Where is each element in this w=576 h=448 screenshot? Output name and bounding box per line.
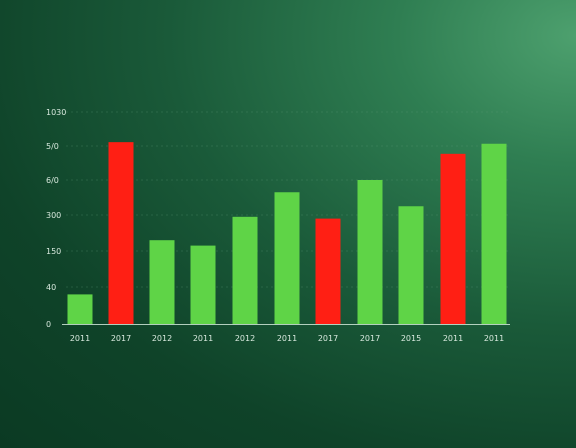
x-tick-label: 2012	[235, 334, 255, 343]
y-tick-label: 5/0	[46, 142, 59, 151]
bar	[67, 294, 93, 324]
x-tick-label: 2011	[443, 334, 463, 343]
y-tick-label: 6/0	[46, 176, 59, 185]
x-tick-label: 2015	[401, 334, 421, 343]
x-tick-label: 2011	[193, 334, 213, 343]
bar	[481, 143, 507, 324]
bar	[108, 142, 134, 324]
x-tick-label: 2011	[484, 334, 504, 343]
bar	[232, 216, 258, 324]
x-tick-label: 2017	[111, 334, 131, 343]
bars	[67, 142, 507, 324]
x-axis-ticks: 2011 2017 2012 2011 2012 2011 2017 2017 2015 2011…	[70, 334, 504, 343]
x-tick-label: 2012	[152, 334, 172, 343]
y-tick-label: 150	[46, 247, 61, 256]
y-tick-label: 40	[46, 283, 56, 292]
bar	[357, 180, 383, 324]
y-tick-label: 0	[46, 320, 51, 329]
x-tick-label: 2011	[70, 334, 90, 343]
bar	[190, 245, 216, 324]
y-axis-ticks: 0 40 150 300 6/0 5/0 1030	[46, 108, 66, 329]
x-tick-label: 2011	[277, 334, 297, 343]
y-tick-label: 300	[46, 211, 61, 220]
x-tick-label: 2017	[318, 334, 338, 343]
bar	[274, 192, 300, 324]
bar	[398, 206, 424, 324]
bar	[149, 240, 175, 324]
bar	[315, 218, 341, 324]
bar	[440, 153, 466, 324]
y-tick-label: 1030	[46, 108, 66, 117]
x-tick-label: 2017	[360, 334, 380, 343]
